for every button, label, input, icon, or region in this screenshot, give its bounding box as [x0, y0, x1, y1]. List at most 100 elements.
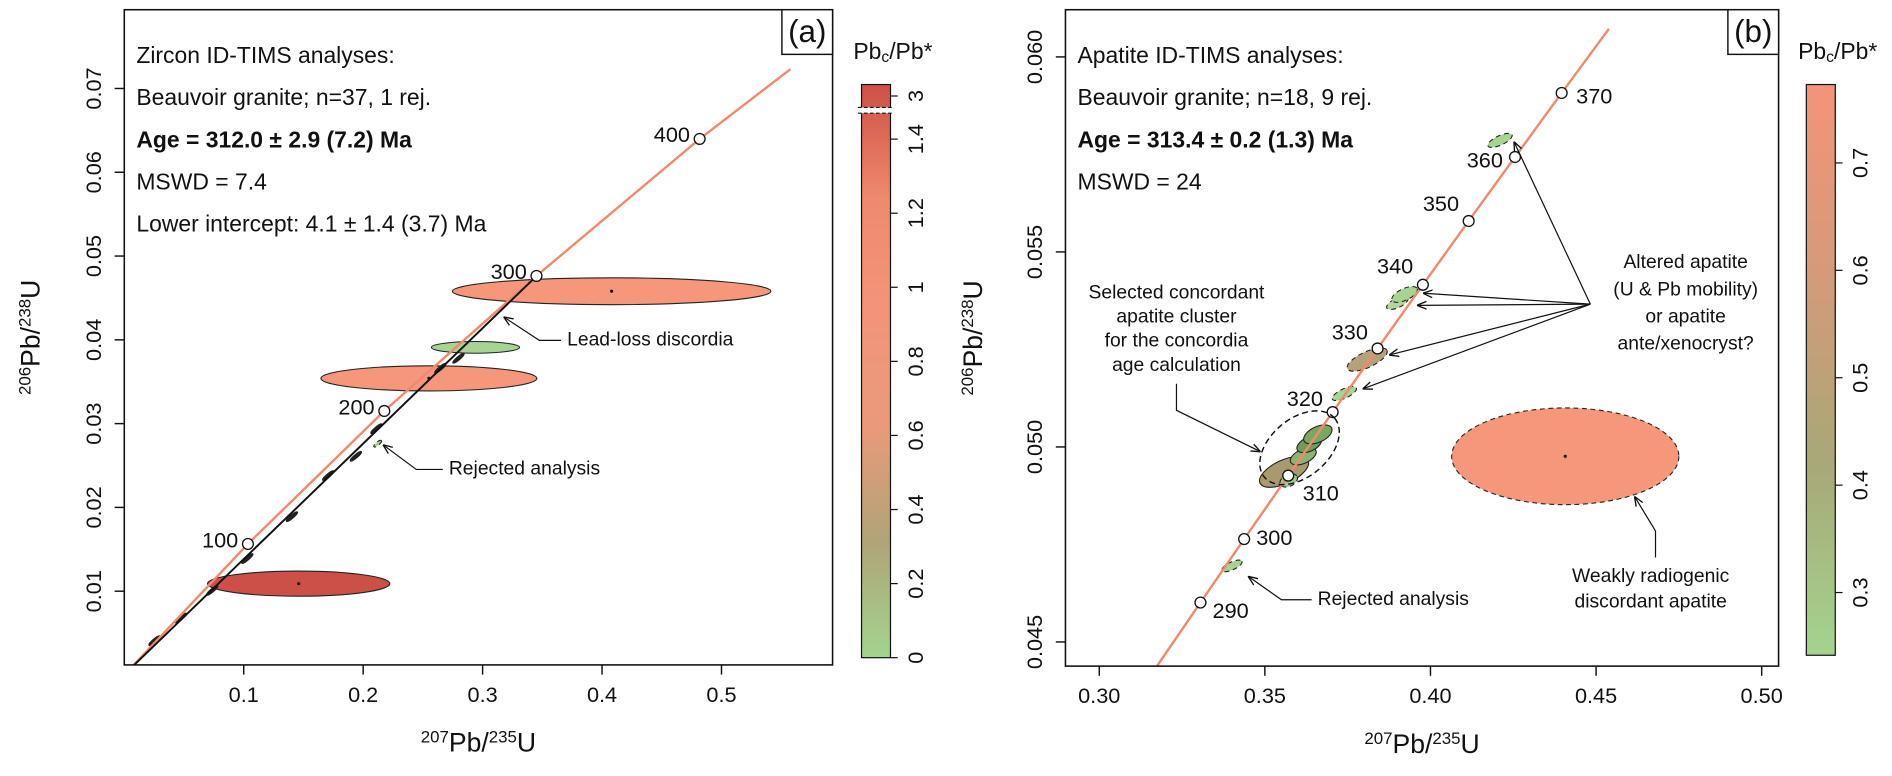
x-tick-label: 0.50 [1741, 683, 1783, 708]
age-marker [241, 537, 254, 551]
panel-label-box [781, 8, 834, 56]
age-label: 300 [491, 259, 527, 284]
colorbar-label: Pbc/Pb* [1798, 38, 1877, 66]
label-text: U [517, 728, 536, 758]
label-superscript: 238 [15, 299, 34, 327]
colorbar-tick-label: 0.8 [903, 346, 928, 376]
age-label: 290 [1213, 598, 1249, 623]
annotation-arrow [1514, 142, 1591, 305]
label-superscript: 207 [1364, 728, 1392, 747]
colorbar-tick-label: 0.3 [1848, 577, 1873, 607]
panel-label: (b) [1734, 14, 1772, 49]
colorbar-label-part: c [881, 49, 889, 66]
age-label: 340 [1377, 254, 1413, 279]
info-text: Zircon ID-TIMS analyses: [136, 42, 394, 68]
y-tick-label: 0.01 [81, 570, 106, 612]
y-tick-label: 0.03 [81, 402, 106, 444]
colorbar-label-part: /Pb* [1834, 38, 1877, 64]
x-tick-label: 0.40 [1409, 683, 1451, 708]
label-superscript: 235 [489, 727, 517, 746]
age-label: 350 [1423, 191, 1459, 216]
colorbar-label-part: c [1826, 49, 1834, 66]
age-marker [693, 132, 706, 146]
x-tick-label: 0.45 [1575, 683, 1617, 708]
analysis-ellipse [285, 511, 299, 522]
analysis-ellipse [373, 439, 382, 448]
colorbar-tick-label: 0.6 [1848, 255, 1873, 285]
age-marker [378, 404, 391, 418]
ellipse-center [1563, 454, 1567, 458]
info-text: Beauvoir granite; n=18, 9 rej. [1078, 84, 1373, 110]
annotation-text: Weakly radiogenic [1572, 566, 1730, 587]
info-text: Age = 312.0 ± 2.9 (7.2) Ma [136, 126, 412, 152]
x-tick-label: 0.4 [587, 682, 617, 707]
label-text: U [16, 280, 46, 299]
colorbar-label-part: Pb [1798, 38, 1826, 64]
annotation-text: Rejected analysis [1318, 589, 1469, 610]
colorbar [1805, 83, 1836, 656]
colorbar-tick-label: 0.5 [1848, 363, 1873, 393]
label-text: U [1461, 729, 1480, 759]
annotation-text: discordant apatite [1575, 591, 1727, 612]
label-text: Pb/ [449, 728, 489, 758]
y-tick-label: 0.055 [1022, 225, 1047, 279]
y-tick-label: 0.050 [1022, 420, 1047, 474]
annotation-arrow [1424, 293, 1591, 305]
annotation-text: Rejected analysis [449, 459, 600, 480]
colorbar-tick-label: 3 [903, 90, 928, 102]
age-marker [1238, 532, 1251, 546]
annotation-text: Selected concordant [1088, 282, 1265, 303]
info-text: MSWD = 7.4 [136, 169, 267, 195]
x-tick-label: 0.1 [229, 682, 259, 707]
age-label: 360 [1467, 148, 1503, 173]
annotation-text: age calculation [1112, 355, 1241, 376]
annotation-arrow [1175, 383, 1259, 452]
y-tick-label: 0.045 [1022, 615, 1047, 669]
colorbar-tick-label: 0.7 [1848, 148, 1873, 178]
panel-label: (a) [788, 14, 826, 49]
colorbar-tick-label: 1 [903, 281, 928, 293]
annotation-arrow [1249, 577, 1312, 601]
annotation-arrow [1390, 303, 1591, 355]
colorbar-label-part: Pb [853, 38, 881, 64]
label-superscript: 207 [421, 727, 449, 746]
annotation-text: or apatite [1645, 307, 1725, 328]
age-marker [1555, 86, 1568, 100]
age-label: 300 [1256, 525, 1292, 550]
annotation-arrow [1418, 304, 1591, 305]
colorbar-tick-label: 0.6 [903, 420, 928, 450]
annotation-text: (U & Pb mobility) [1613, 279, 1758, 300]
plot-frame [123, 8, 834, 666]
annotation-arrow [384, 445, 443, 471]
ellipse-center [297, 582, 301, 586]
label-superscript: 235 [1432, 728, 1460, 747]
colorbar-tick-label: 0 [903, 652, 928, 664]
x-tick-label: 0.3 [468, 682, 498, 707]
label-text: Pb/ [16, 326, 46, 366]
age-label: 370 [1576, 84, 1612, 109]
plot-frame [1064, 8, 1780, 667]
analysis-ellipse [1221, 559, 1243, 573]
x-axis-label: 207Pb/235U [421, 727, 536, 757]
y-axis-label: 206Pb/238U [958, 280, 988, 395]
colorbar-tick-label: 0.4 [903, 494, 928, 524]
info-text: Beauvoir granite; n=37, 1 rej. [136, 84, 431, 110]
discordia-line [132, 275, 538, 665]
annotation-arrow [1635, 497, 1657, 558]
age-marker [1371, 342, 1384, 355]
colorbar [860, 83, 892, 659]
colorbar-label: Pbc/Pb* [853, 38, 932, 66]
annotation-arrow [504, 317, 562, 341]
age-marker [530, 269, 543, 283]
y-axis-label: 206Pb/238U [15, 280, 45, 395]
label-text: U [958, 280, 988, 299]
x-tick-label: 0.35 [1244, 683, 1286, 708]
analysis-ellipse [452, 352, 465, 364]
label-superscript: 206 [15, 367, 34, 395]
concordia-curve [132, 68, 792, 665]
annotation-text: Altered apatite [1623, 252, 1747, 273]
age-label: 330 [1332, 320, 1368, 345]
x-axis-label: 207Pb/235U [1364, 728, 1479, 758]
cluster-outline [1259, 410, 1341, 486]
annotation-text: for the concordia [1105, 331, 1249, 352]
